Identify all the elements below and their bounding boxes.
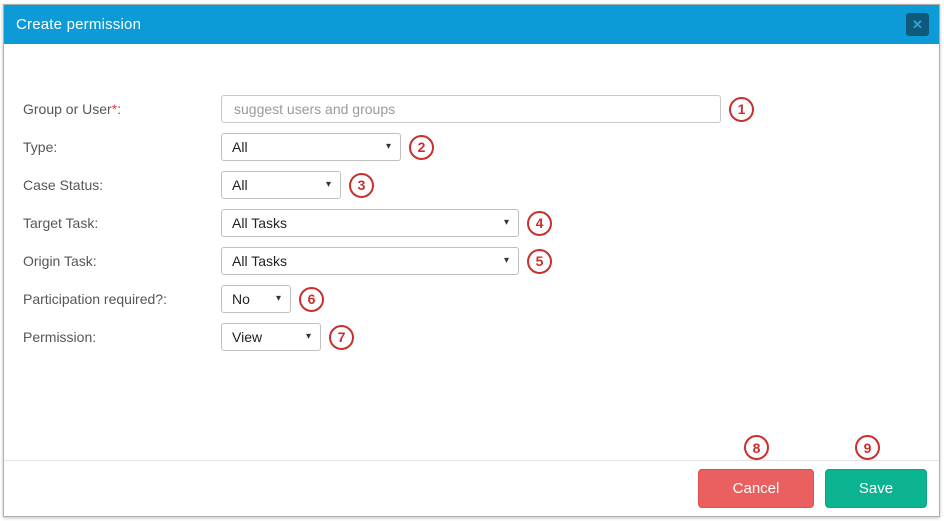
origin-task-select[interactable]: All Tasks ▾ xyxy=(221,247,519,275)
permission-label: Permission: xyxy=(23,329,97,345)
case-status-select-value: All xyxy=(232,177,248,193)
type-select[interactable]: All ▾ xyxy=(221,133,401,161)
annotation-badge-7: 7 xyxy=(329,324,354,350)
annotation-badge-4: 4 xyxy=(527,210,552,236)
close-icon: ✕ xyxy=(912,16,923,32)
chevron-down-icon: ▾ xyxy=(325,179,331,190)
participation-required-select-value: No xyxy=(232,291,250,307)
form-row-origin-task: Origin Task: All Tasks ▾ 5 xyxy=(23,247,939,275)
target-task-select-value: All Tasks xyxy=(232,215,287,231)
annotation-badge-9: 9 xyxy=(855,435,880,460)
save-button[interactable]: Save xyxy=(825,469,927,508)
chevron-down-icon: ▾ xyxy=(305,331,311,342)
form-row-group-or-user: Group or User*: 1 xyxy=(23,95,939,123)
form-row-participation-required: Participation required?: No ▾ 6 xyxy=(23,285,939,313)
case-status-select[interactable]: All ▾ xyxy=(221,171,341,199)
form-row-case-status: Case Status: All ▾ 3 xyxy=(23,171,939,199)
type-select-value: All xyxy=(232,139,248,155)
modal-header: Create permission ✕ xyxy=(4,5,939,44)
origin-task-label: Origin Task: xyxy=(23,253,97,269)
close-button[interactable]: ✕ xyxy=(906,13,929,36)
required-asterisk: * xyxy=(111,101,118,117)
group-or-user-input[interactable] xyxy=(221,95,721,123)
cancel-button[interactable]: Cancel xyxy=(698,469,814,508)
target-task-label: Target Task: xyxy=(23,215,99,231)
group-or-user-label: Group or User*: xyxy=(23,101,122,117)
chevron-down-icon: ▾ xyxy=(385,141,391,152)
chevron-down-icon: ▾ xyxy=(275,293,281,304)
target-task-select[interactable]: All Tasks ▾ xyxy=(221,209,519,237)
permission-select-value: View xyxy=(232,329,263,345)
annotation-badge-3: 3 xyxy=(349,172,374,198)
form-row-permission: Permission: View ▾ 7 xyxy=(23,323,939,351)
annotation-badge-8: 8 xyxy=(744,435,769,460)
annotation-badge-2: 2 xyxy=(409,134,434,160)
origin-task-select-value: All Tasks xyxy=(232,253,287,269)
permission-select[interactable]: View ▾ xyxy=(221,323,321,351)
chevron-down-icon: ▾ xyxy=(503,217,509,228)
form-row-type: Type: All ▾ 2 xyxy=(23,133,939,161)
modal-footer: Cancel Save xyxy=(4,460,939,516)
chevron-down-icon: ▾ xyxy=(503,255,509,266)
create-permission-modal: Create permission ✕ Group or User*: 1 Ty… xyxy=(3,4,940,517)
type-label: Type: xyxy=(23,139,58,155)
participation-required-label: Participation required?: xyxy=(23,291,167,307)
annotation-badge-5: 5 xyxy=(527,248,552,274)
case-status-label: Case Status: xyxy=(23,177,104,193)
annotation-badge-6: 6 xyxy=(299,286,324,312)
modal-title: Create permission xyxy=(16,16,142,33)
form-row-target-task: Target Task: All Tasks ▾ 4 xyxy=(23,209,939,237)
permission-form: Group or User*: 1 Type: All ▾ 2 Case Sta… xyxy=(4,44,939,351)
participation-required-select[interactable]: No ▾ xyxy=(221,285,291,313)
annotation-badge-1: 1 xyxy=(729,96,754,122)
